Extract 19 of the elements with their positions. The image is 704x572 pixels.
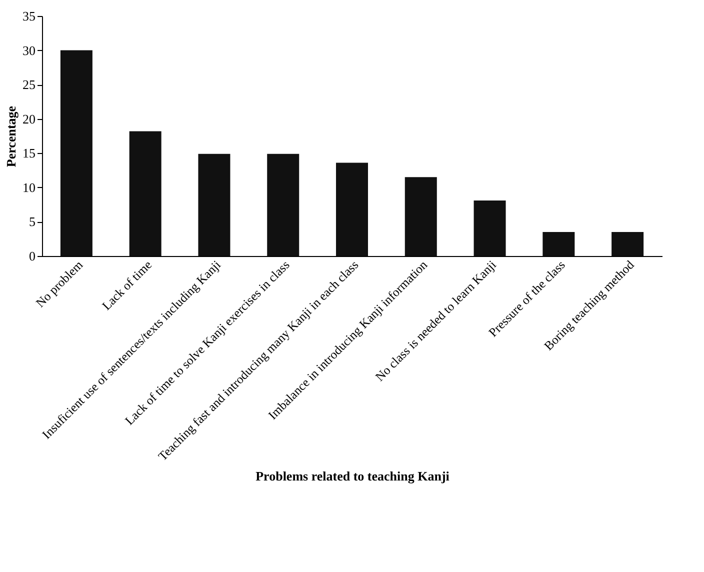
y-tick-label: 5	[29, 214, 36, 230]
y-tick-label: 20	[22, 111, 36, 126]
bar	[129, 131, 162, 256]
bar	[198, 154, 230, 256]
y-tick-label: 25	[22, 77, 36, 92]
y-tick-label: 35	[22, 8, 36, 24]
bar	[474, 200, 506, 256]
y-tick-label: 15	[22, 146, 36, 161]
bar	[612, 232, 644, 256]
y-tick-label: 10	[22, 180, 36, 195]
y-tick-label: 0	[29, 248, 36, 264]
bar	[404, 177, 437, 256]
bar	[336, 162, 368, 256]
bar	[542, 232, 575, 256]
x-axis-title: Problems related to teaching Kanji	[256, 468, 450, 484]
bar	[267, 154, 300, 256]
y-axis-title: Percentage	[4, 106, 18, 168]
bar	[60, 50, 92, 256]
y-tick-label: 30	[22, 42, 36, 58]
